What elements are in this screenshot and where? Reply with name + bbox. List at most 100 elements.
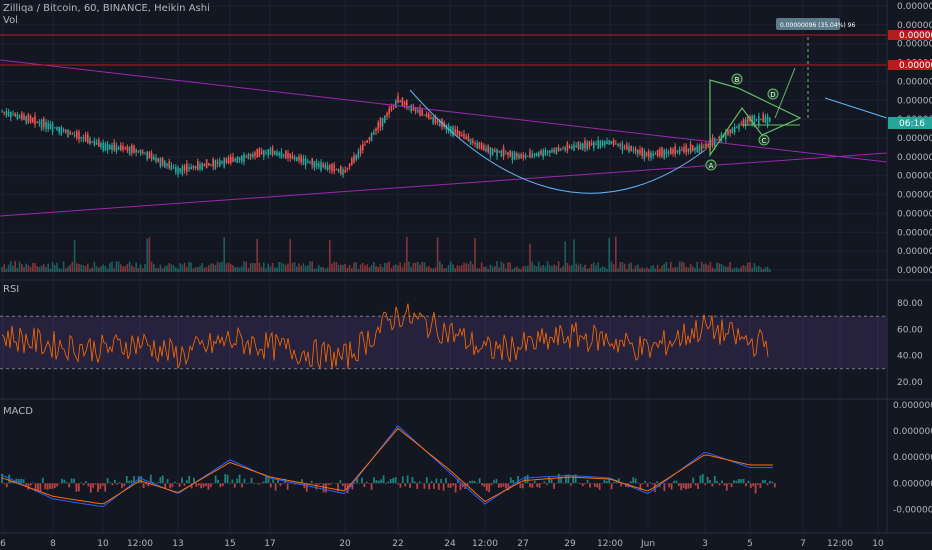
time-tick-label: 10 (97, 539, 109, 549)
time-tick-label: 12:00 (472, 539, 498, 549)
volume-bar (742, 265, 745, 272)
macd-histogram-bar (512, 480, 515, 484)
level-tag-1-text: 0.00000367 (899, 31, 932, 41)
volume-bar (474, 238, 476, 272)
candle-body (60, 127, 63, 135)
macd-histogram-bar (553, 483, 555, 489)
macd-histogram-bar (593, 483, 596, 487)
volume-bar (516, 266, 518, 272)
trendline-lower (0, 152, 888, 217)
candle-body (216, 161, 219, 164)
rsi-axis[interactable]: 80.00 60.00 40.00 20.00 (897, 299, 923, 388)
macd-histogram-bar (773, 483, 776, 488)
rsi-pane[interactable] (0, 303, 887, 370)
macd-histogram-bar (25, 483, 27, 487)
macd-histogram-bar (574, 474, 577, 484)
candle-body (133, 145, 135, 153)
candle-body (212, 158, 214, 167)
volume-bar (111, 261, 113, 272)
pattern-point-marker (758, 134, 770, 146)
macd-histogram-bar (116, 483, 119, 485)
macd-histogram-bar (253, 483, 255, 484)
volume-bar (432, 268, 434, 272)
candle-body (630, 146, 632, 152)
macd-histogram-bar (519, 483, 522, 488)
volume-bar (573, 239, 575, 272)
macd-histogram-bar (572, 475, 575, 484)
time-axis[interactable]: 6 8 10 12:00 13 15 17 20 22 24 12:00 27 29 12:00 Jun 3 5… (0, 539, 884, 549)
candle-body (150, 153, 153, 160)
macd-histogram-bar (596, 483, 599, 488)
macd-histogram-bar (137, 476, 140, 484)
price-tick-label: 0.00000140 (897, 247, 932, 257)
candle-body (172, 167, 175, 169)
candle-body (384, 115, 386, 123)
macd-histogram-bar (697, 483, 699, 490)
macd-histogram-bar (70, 478, 73, 484)
level-tag-2: 0.00000335 (888, 60, 932, 71)
macd-histogram-bar (562, 483, 565, 484)
volume-bar (331, 263, 333, 272)
volume-bar (524, 266, 527, 272)
macd-histogram-bar (591, 483, 594, 484)
chart-title[interactable]: Zilliqa / Bitcoin, 60, BINANCE, Heikin A… (3, 3, 210, 14)
macd-histogram-bar (329, 483, 332, 485)
macd-histogram-bar (740, 479, 743, 484)
macd-axis[interactable]: 0.00000015 0.00000010 0.00000005 0.00000000… (893, 401, 932, 515)
volume-bar (645, 267, 648, 272)
macd-histogram-bar (44, 483, 47, 490)
macd-tick-label: -0.00000005 (893, 505, 932, 515)
macd-histogram-bar (281, 483, 284, 485)
volume-bar (91, 267, 93, 272)
macd-histogram-bar (677, 483, 680, 486)
candle-body (159, 158, 162, 167)
macd-histogram-bar (699, 475, 702, 484)
volume-bar (461, 265, 463, 272)
candle-body (201, 162, 203, 171)
macd-histogram-bar (411, 477, 414, 484)
candle-body (478, 142, 481, 149)
volume-bar (227, 262, 230, 272)
candle-body (232, 156, 234, 162)
macd-label[interactable]: MACD (3, 406, 33, 417)
volume-bar (38, 266, 41, 272)
candle-body (670, 147, 672, 155)
macd-histogram-bar (248, 482, 251, 484)
macd-histogram-bar (459, 483, 462, 491)
volume-label[interactable]: Vol (3, 15, 18, 26)
candle-body (617, 143, 619, 146)
price-pane[interactable]: A B C D (0, 34, 888, 272)
rsi-label[interactable]: RSI (3, 284, 20, 295)
volume-bar (601, 266, 604, 272)
target-label[interactable]: 0.00000096 (35.04%) 96 (776, 18, 855, 30)
macd-pane[interactable] (1, 425, 776, 507)
macd-histogram-bar (5, 483, 8, 488)
macd-histogram-bar (435, 478, 438, 484)
macd-histogram-bar (526, 474, 529, 484)
candle-body (665, 151, 668, 155)
candle-body (694, 147, 696, 151)
candle-body (654, 153, 657, 155)
candle-body (43, 118, 45, 128)
macd-histogram-bar (358, 483, 361, 484)
volume-bar (687, 267, 690, 272)
volume-bar (740, 266, 742, 272)
macd-histogram-bar (152, 481, 155, 484)
candle-body (93, 140, 96, 146)
volume-bar (98, 267, 100, 272)
price-axis[interactable]: 0.000004000.000003800.000003600.00000340… (897, 2, 932, 276)
candle-body (703, 147, 705, 149)
candle-body (390, 106, 393, 111)
volume-bar (133, 267, 135, 272)
drawings[interactable]: A B C D (0, 34, 888, 217)
volume-bar (487, 268, 489, 272)
volume-bar (194, 267, 197, 272)
volume-bar (225, 263, 228, 272)
candle-body (335, 169, 338, 171)
macd-histogram-bar (190, 483, 193, 489)
pattern-point-label: B (735, 76, 740, 84)
macd-histogram-bar (505, 483, 507, 489)
macd-histogram-bar (147, 483, 150, 487)
volume-bar (216, 261, 219, 272)
